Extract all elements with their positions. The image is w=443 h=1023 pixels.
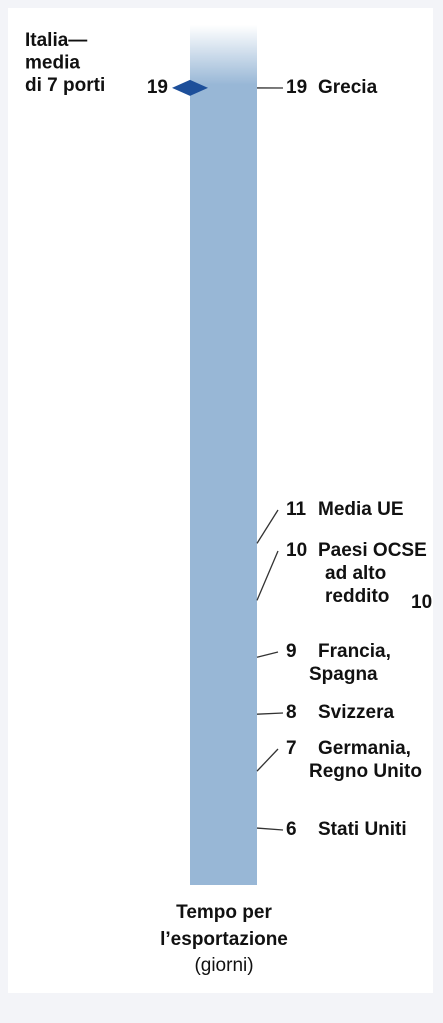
scale-bar (190, 25, 257, 885)
axis-label: l’esportazione (160, 929, 288, 950)
annotation-title: di 7 porti (25, 75, 105, 96)
item-name: Paesi OCSE (318, 540, 427, 561)
annotation-value: 19 (147, 77, 168, 98)
scale-bar-fade (190, 25, 257, 85)
item-name: Spagna (309, 664, 378, 685)
marker (172, 79, 208, 96)
item-value: 10 (286, 540, 307, 561)
item-name: ad alto (325, 563, 386, 584)
annotation-title: Italia— (25, 30, 87, 51)
leader-line (256, 827, 284, 831)
item-value: 9 (286, 641, 297, 662)
item-name: Media UE (318, 499, 404, 520)
annotation-title: media (25, 53, 80, 74)
axis-unit: (giorni) (194, 955, 253, 976)
leader-line (256, 509, 279, 544)
item-name: reddito (325, 586, 389, 607)
item-name: Grecia (318, 77, 378, 98)
item-value: 7 (286, 738, 297, 759)
axis-label: Tempo per (176, 902, 272, 923)
leader-line (256, 712, 284, 715)
item-name: Svizzera (318, 702, 394, 723)
edge-value: 10 (411, 592, 432, 613)
leader-line (256, 651, 279, 658)
item-value: 8 (286, 702, 297, 723)
item-name: Germania, (318, 738, 411, 759)
item-value: 6 (286, 819, 297, 840)
item-value: 11 (286, 499, 307, 520)
leader-line (256, 748, 279, 772)
item-name: Francia, (318, 641, 391, 662)
item-name: Stati Uniti (318, 819, 407, 840)
leader-line (256, 550, 279, 601)
item-value: 19 (286, 77, 307, 98)
item-name: Regno Unito (309, 761, 422, 782)
